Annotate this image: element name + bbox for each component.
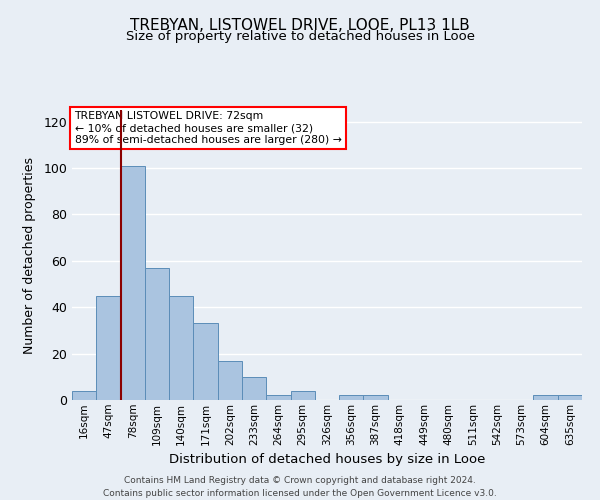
- Bar: [218, 360, 242, 400]
- Text: Contains HM Land Registry data © Crown copyright and database right 2024.
Contai: Contains HM Land Registry data © Crown c…: [103, 476, 497, 498]
- Bar: [242, 377, 266, 400]
- Bar: [339, 396, 364, 400]
- Bar: [193, 324, 218, 400]
- Bar: [72, 390, 96, 400]
- Bar: [169, 296, 193, 400]
- Bar: [96, 296, 121, 400]
- Bar: [533, 396, 558, 400]
- Y-axis label: Number of detached properties: Number of detached properties: [23, 156, 37, 354]
- Text: Size of property relative to detached houses in Looe: Size of property relative to detached ho…: [125, 30, 475, 43]
- Bar: [145, 268, 169, 400]
- X-axis label: Distribution of detached houses by size in Looe: Distribution of detached houses by size …: [169, 453, 485, 466]
- Bar: [290, 390, 315, 400]
- Bar: [558, 396, 582, 400]
- Bar: [266, 396, 290, 400]
- Bar: [364, 396, 388, 400]
- Text: TREBYAN LISTOWEL DRIVE: 72sqm
← 10% of detached houses are smaller (32)
89% of s: TREBYAN LISTOWEL DRIVE: 72sqm ← 10% of d…: [74, 112, 341, 144]
- Bar: [121, 166, 145, 400]
- Text: TREBYAN, LISTOWEL DRIVE, LOOE, PL13 1LB: TREBYAN, LISTOWEL DRIVE, LOOE, PL13 1LB: [130, 18, 470, 32]
